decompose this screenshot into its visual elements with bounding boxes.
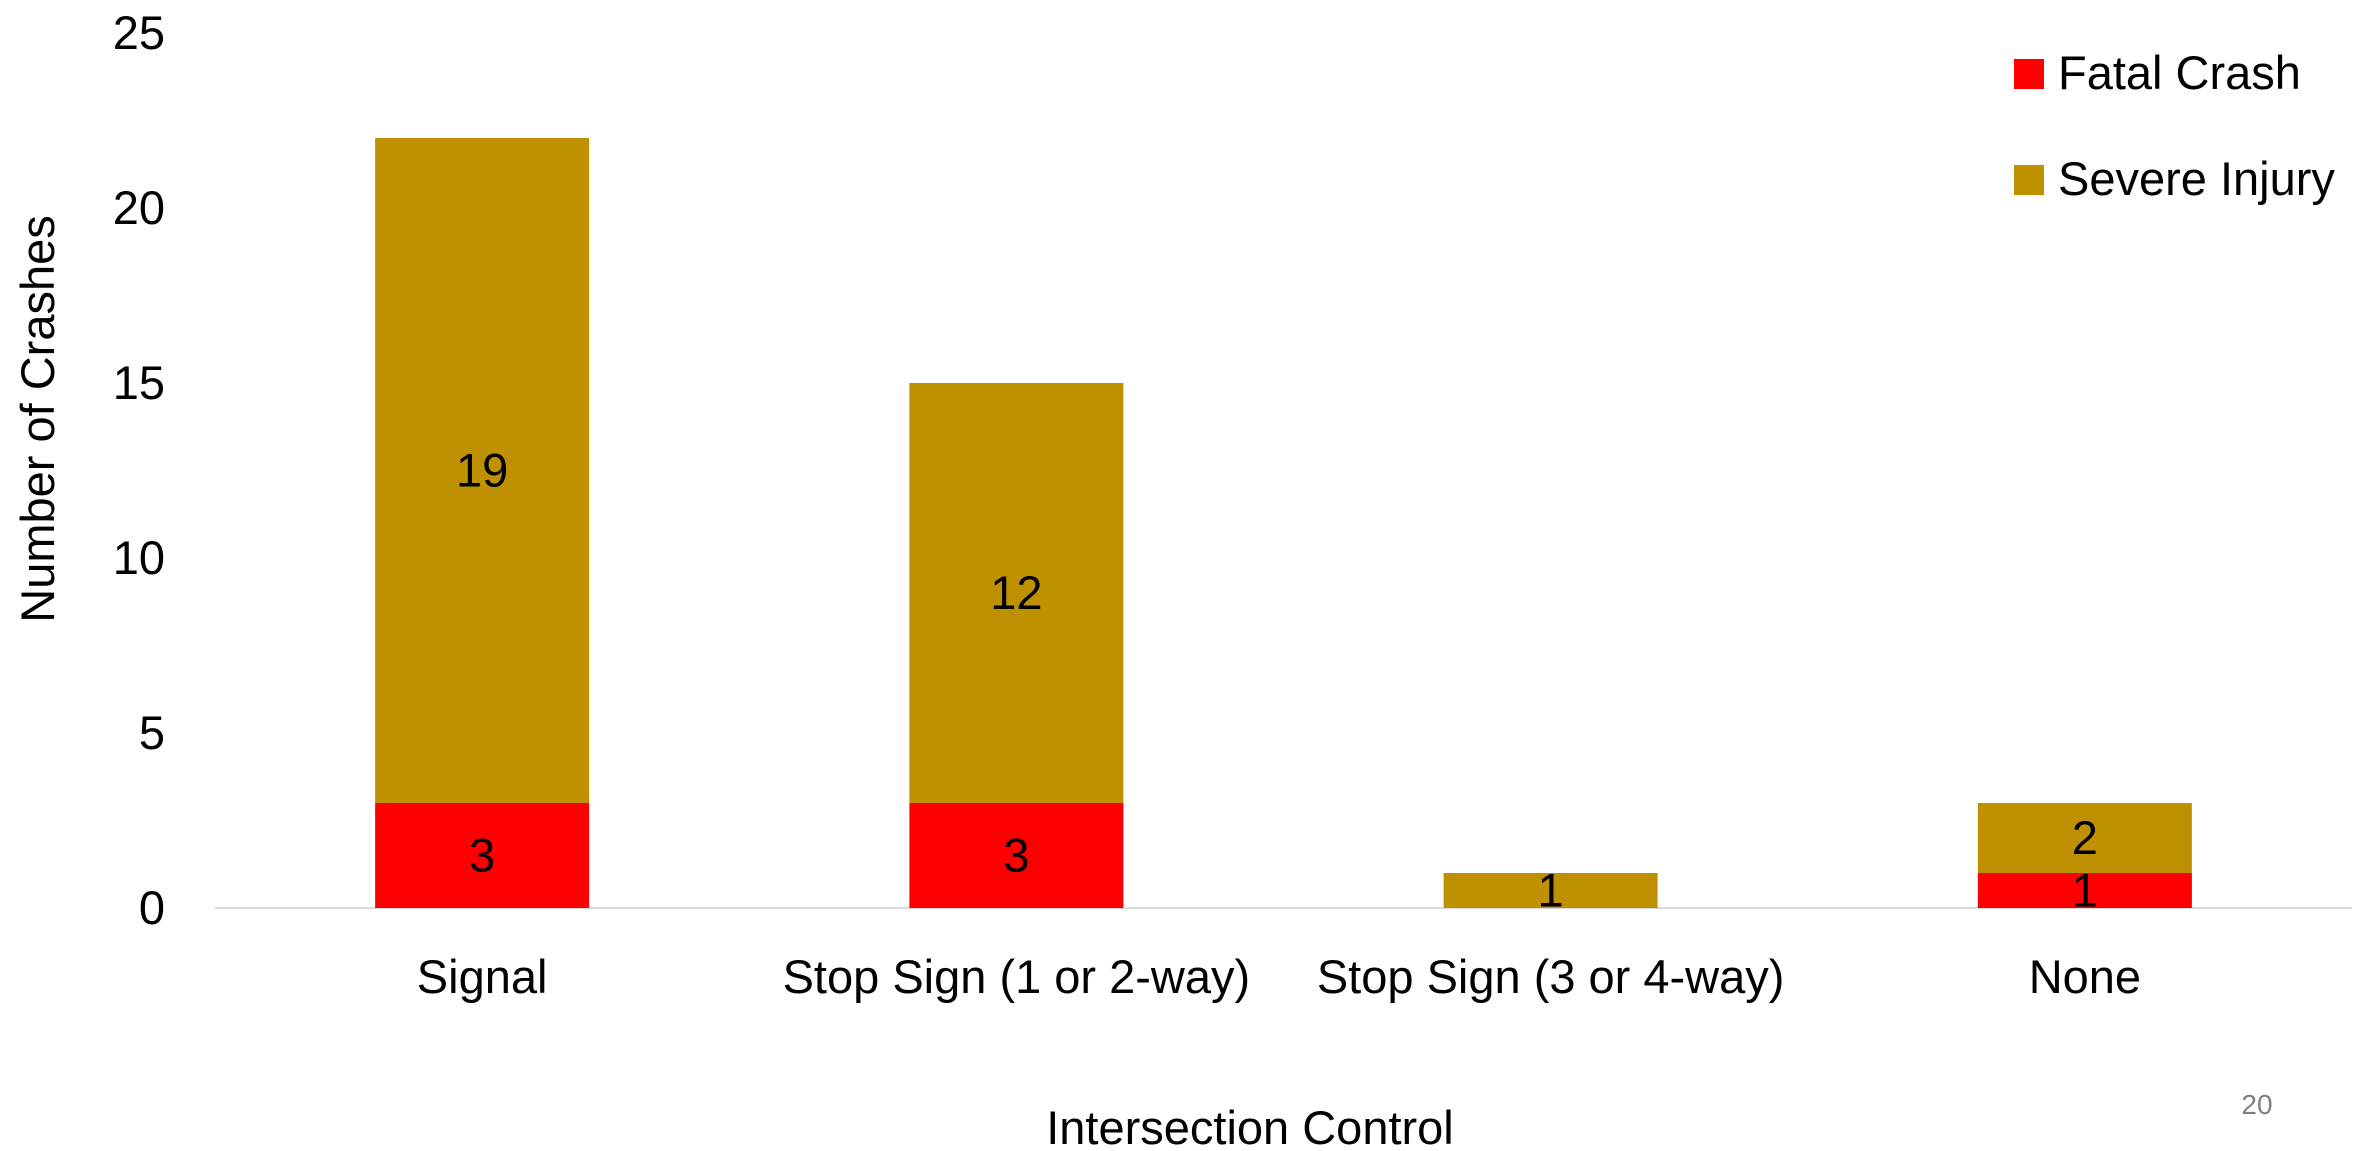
data-label-severe-injury-stop-sign-3-or-4-way: 1 <box>1538 864 1564 917</box>
bar-fatal-crash-none <box>1977 873 2192 908</box>
bar-fatal-crash-stop-sign-1-or-2-way <box>909 803 1124 908</box>
x-tick-label-signal: Signal <box>417 950 548 1003</box>
data-label-severe-injury-stop-sign-1-or-2-way: 12 <box>990 566 1042 619</box>
data-label-fatal-crash-stop-sign-1-or-2-way: 3 <box>1003 829 1029 882</box>
y-tick-label-20: 20 <box>113 181 165 234</box>
legend: Fatal Crash Severe Injury <box>2014 46 2335 205</box>
bar-fatal-crash-signal <box>375 803 590 908</box>
x-tick-label-stop-sign-1-or-2-way: Stop Sign (1 or 2-way) <box>783 950 1251 1003</box>
x-axis-ticks: Signal Stop Sign (1 or 2-way) Stop Sign (3… <box>417 950 2141 1003</box>
y-axis-title: Number of Crashes <box>11 215 64 623</box>
y-tick-label-15: 15 <box>113 356 165 409</box>
data-label-severe-injury-signal: 19 <box>456 444 508 497</box>
bar-severe-injury-none <box>1977 803 2192 873</box>
data-label-fatal-crash-signal: 3 <box>469 829 495 882</box>
data-label-severe-injury-none: 2 <box>2072 811 2098 864</box>
y-axis-ticks: 0 5 10 15 20 25 <box>113 6 165 934</box>
y-tick-label-10: 10 <box>113 531 165 584</box>
legend-label-fatal-crash: Fatal Crash <box>2058 46 2301 99</box>
legend-swatch-severe-injury <box>2014 165 2044 195</box>
bar-severe-injury-stop-sign-1-or-2-way <box>909 383 1124 803</box>
x-tick-label-none: None <box>2029 950 2141 1003</box>
bar-severe-injury-signal <box>375 138 590 803</box>
x-axis-title: Intersection Control <box>1046 1101 1454 1151</box>
y-tick-label-0: 0 <box>139 881 165 934</box>
page-number: 20 <box>2241 1089 2272 1120</box>
y-tick-label-25: 25 <box>113 6 165 59</box>
legend-swatch-fatal-crash <box>2014 59 2044 89</box>
x-tick-label-stop-sign-3-or-4-way: Stop Sign (3 or 4-way) <box>1317 950 1785 1003</box>
legend-label-severe-injury: Severe Injury <box>2058 152 2335 205</box>
bar-severe-injury-stop-sign-3-or-4-way <box>1443 873 1658 908</box>
y-tick-label-5: 5 <box>139 706 165 759</box>
